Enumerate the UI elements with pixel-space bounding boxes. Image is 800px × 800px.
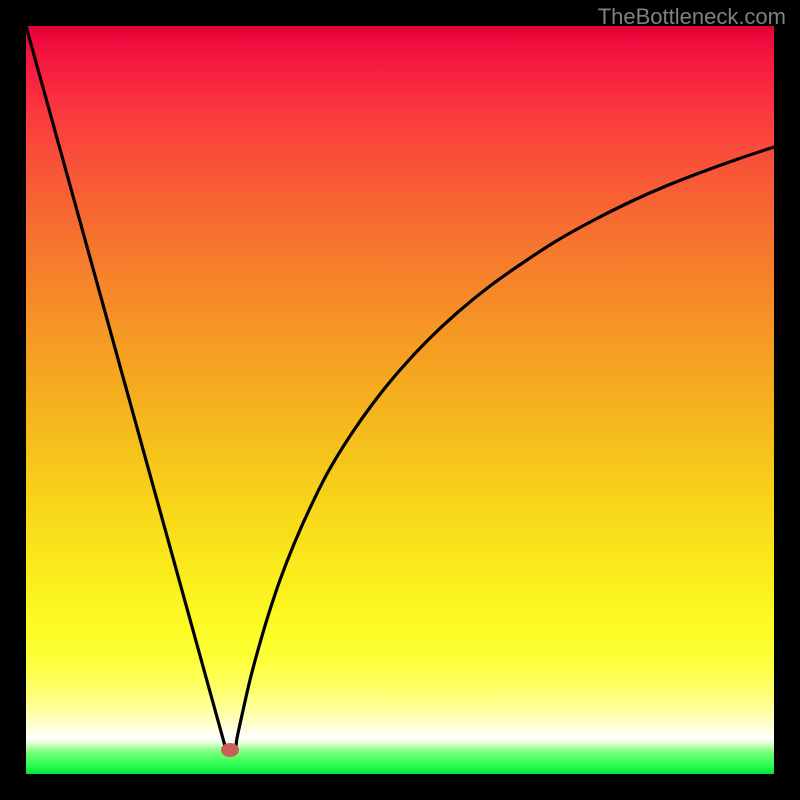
chart-plot-area — [26, 26, 774, 774]
minimum-marker — [221, 743, 239, 757]
watermark-text: TheBottleneck.com — [598, 4, 786, 30]
bottleneck-chart — [0, 0, 800, 800]
chart-container: TheBottleneck.com — [0, 0, 800, 800]
